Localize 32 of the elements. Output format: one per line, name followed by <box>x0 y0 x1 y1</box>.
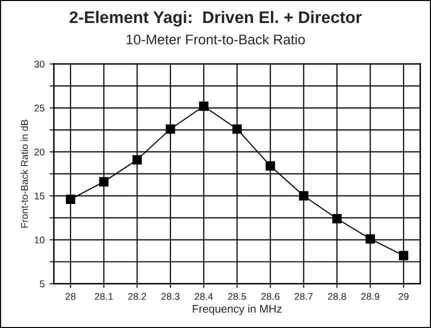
chart-title: 2-Element Yagi: Driven El. + Director <box>70 10 362 26</box>
point <box>298 191 308 201</box>
y-axis-title: Front-to-Back Ratio in dB <box>20 120 28 228</box>
chart-subtitle: 10-Meter Front-to-Back Ratio <box>126 34 305 44</box>
point <box>266 161 276 171</box>
x-tick-label: 28.2 <box>128 293 146 300</box>
y-tick-label: 20 <box>34 148 44 156</box>
point <box>132 155 142 164</box>
x-tick-label: 28.5 <box>228 293 246 300</box>
y-tick-label: 25 <box>34 104 44 112</box>
point <box>366 234 375 244</box>
point <box>99 177 109 186</box>
point <box>332 214 342 224</box>
x-tick-label: 28.4 <box>194 293 213 300</box>
x-tick-label: 28.1 <box>94 293 113 300</box>
y-tick-label: 10 <box>34 236 44 244</box>
x-axis-title: Frequency in MHz <box>192 304 282 315</box>
y-tick-label: 30 <box>34 60 44 68</box>
x-tick-label: 28.7 <box>294 293 313 300</box>
y-tick-label: 15 <box>34 192 44 200</box>
x-tick-label: 28.9 <box>361 293 380 300</box>
x-tick-label: 28 <box>66 293 76 300</box>
point <box>166 124 176 134</box>
point <box>199 101 208 111</box>
x-tick-label: 29 <box>398 293 409 300</box>
x-tick-label: 28.6 <box>261 293 280 300</box>
point <box>232 124 242 134</box>
x-tick-label: 28.3 <box>161 293 180 300</box>
point <box>398 250 408 260</box>
point <box>66 194 76 204</box>
x-tick-label: 28.8 <box>328 293 346 300</box>
y-tick-label: 5 <box>40 280 44 288</box>
